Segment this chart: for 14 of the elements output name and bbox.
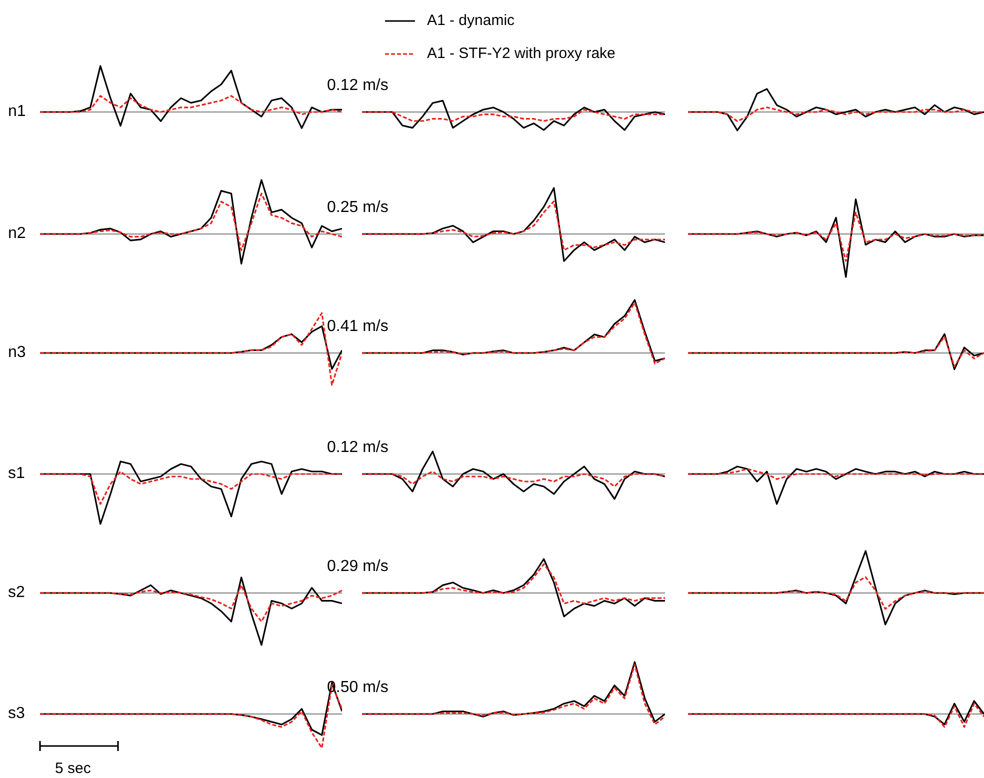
annotation: 0.12 m/s [327, 76, 388, 96]
legend-label: A1 - STF-Y2 with proxy rake [427, 45, 616, 62]
y-axis-title: s1 [8, 464, 25, 484]
y-axis-title: s2 [8, 583, 25, 603]
legend-label: A1 - dynamic [427, 12, 515, 29]
annotation: 0.12 m/s [327, 438, 388, 458]
text: 5 sec [55, 760, 91, 778]
annotation: 0.41 m/s [327, 317, 388, 337]
y-axis-title: n2 [8, 224, 26, 244]
y-axis-title: n3 [8, 343, 26, 363]
y-axis-title: s3 [8, 704, 25, 724]
annotation: 0.29 m/s [327, 557, 388, 577]
y-axis-title: n1 [8, 102, 26, 122]
annotation: 0.25 m/s [327, 198, 388, 218]
